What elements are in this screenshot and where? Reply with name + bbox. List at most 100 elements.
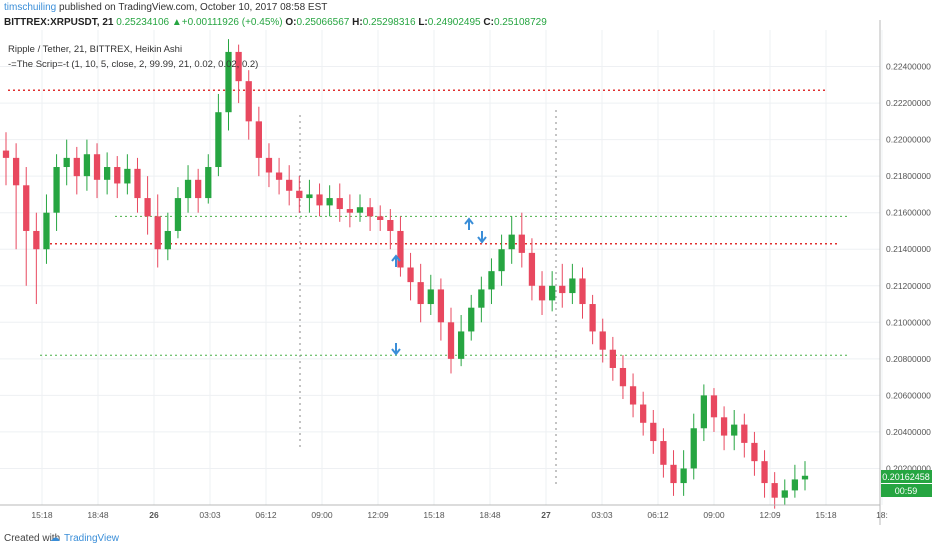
candle-body bbox=[255, 121, 262, 158]
candle-body bbox=[225, 51, 232, 113]
candle-body bbox=[599, 331, 606, 350]
candle-body bbox=[235, 51, 242, 82]
candle-body bbox=[680, 468, 687, 484]
time-axis[interactable]: 15:18 18:48 26 03:03 06:12 09:00 12:09 15:18 18:… bbox=[0, 504, 888, 520]
price-chart[interactable]: 0.22400000 0.22200000 0.22000000 0.21800000… bbox=[0, 0, 932, 528]
close-label: C: bbox=[483, 17, 494, 28]
y-tick-label: 0.21000000 bbox=[886, 317, 931, 327]
candle-body bbox=[397, 230, 404, 268]
series-legend[interactable]: Ripple / Tether, 21, BITTREX, Heikin Ash… bbox=[8, 44, 183, 55]
candle-body bbox=[498, 249, 505, 272]
vertical-markers bbox=[299, 110, 557, 485]
candle-body bbox=[114, 167, 121, 184]
footer: Created with ☁ TradingView bbox=[0, 528, 932, 550]
candle-body bbox=[447, 322, 455, 359]
candle-body bbox=[457, 331, 465, 359]
candle-body bbox=[275, 172, 283, 180]
candle-body bbox=[73, 157, 80, 177]
candle-body bbox=[265, 157, 273, 173]
x-tick-label: 15:18 bbox=[815, 510, 837, 520]
candle-body bbox=[195, 179, 202, 199]
indicator-legend[interactable]: -=The Scrip=-t (1, 10, 5, close, 2, 99.9… bbox=[8, 59, 259, 70]
x-tick-label: 15:18 bbox=[423, 510, 445, 520]
arrow-head bbox=[391, 348, 401, 356]
candle-body bbox=[670, 464, 677, 484]
candle-body bbox=[791, 479, 799, 491]
candle-body bbox=[215, 112, 222, 168]
candle-body bbox=[549, 285, 556, 301]
x-tick-label: 06:12 bbox=[255, 510, 277, 520]
candle-body bbox=[336, 198, 343, 210]
candle-body bbox=[640, 404, 647, 423]
x-tick-label: 26 bbox=[149, 510, 159, 520]
candle-body bbox=[366, 207, 374, 217]
candle-body bbox=[83, 154, 91, 177]
grid bbox=[0, 30, 883, 505]
candle-body bbox=[761, 461, 768, 484]
candle-body bbox=[387, 220, 394, 231]
candle-body bbox=[771, 483, 778, 498]
tradingview-cloud-icon: ☁ bbox=[50, 533, 60, 544]
candle-body bbox=[731, 424, 738, 436]
arrow-up-icon bbox=[464, 217, 474, 230]
candle-body bbox=[488, 271, 495, 290]
candle-body bbox=[356, 207, 364, 213]
signal-arrows bbox=[391, 217, 487, 356]
candle-body bbox=[781, 490, 788, 498]
candle-body bbox=[690, 428, 697, 469]
candle-body bbox=[427, 289, 434, 305]
candle-body bbox=[629, 386, 637, 405]
price-badge-bg bbox=[881, 470, 932, 483]
created-with-text: Created with bbox=[4, 533, 61, 544]
open-label: O: bbox=[285, 17, 297, 28]
candle-body bbox=[205, 167, 212, 199]
ohlc-line: BITTREX:XRPUSDT, 21 0.25234106 ▲+0.00111… bbox=[4, 17, 547, 28]
low-label: L: bbox=[418, 17, 428, 28]
candle-body bbox=[93, 154, 101, 180]
axis-badges: 0.20162458 00:59 bbox=[881, 470, 932, 497]
x-tick-label: 12:09 bbox=[759, 510, 781, 520]
candle-body bbox=[164, 230, 171, 250]
x-tick-label: 18:48 bbox=[479, 510, 501, 520]
candle-body bbox=[437, 289, 445, 323]
candle-body bbox=[609, 349, 616, 368]
candle-body bbox=[124, 168, 131, 184]
published-line: timschuiling published on TradingView.co… bbox=[4, 2, 327, 13]
arrow-up-icon bbox=[391, 254, 401, 267]
candle-body bbox=[144, 198, 151, 217]
candle-body bbox=[710, 395, 718, 418]
y-tick-label: 0.21400000 bbox=[886, 244, 931, 254]
symbol-label[interactable]: BITTREX:XRPUSDT, 21 bbox=[4, 17, 114, 28]
candle-body bbox=[589, 304, 596, 332]
candle-body bbox=[407, 267, 414, 283]
candle-body bbox=[538, 285, 546, 301]
tradingview-brand-link[interactable]: TradingView bbox=[64, 533, 120, 544]
candle-body bbox=[326, 198, 333, 206]
candle-body bbox=[43, 212, 50, 250]
y-tick-label: 0.22400000 bbox=[886, 62, 931, 72]
price-badge: 0.20162458 bbox=[882, 472, 930, 482]
horizontal-levels bbox=[8, 89, 850, 356]
candle-body bbox=[2, 150, 10, 158]
time-badge: 00:59 bbox=[895, 486, 918, 496]
candle-body bbox=[245, 81, 252, 122]
x-tick-label: 09:00 bbox=[311, 510, 333, 520]
candle-body bbox=[741, 424, 748, 443]
candle-body bbox=[316, 194, 323, 206]
candle-body bbox=[184, 179, 192, 199]
candle-body bbox=[33, 230, 40, 250]
x-tick-label: 27 bbox=[541, 510, 551, 520]
candle-body bbox=[660, 441, 667, 465]
y-tick-label: 0.22200000 bbox=[886, 98, 931, 108]
candle-body bbox=[53, 167, 60, 213]
candle-body bbox=[700, 395, 707, 429]
x-tick-label: 09:00 bbox=[703, 510, 725, 520]
x-tick-label: 03:03 bbox=[591, 510, 613, 520]
candle-body bbox=[518, 234, 525, 253]
price-axis[interactable]: 0.22400000 0.22200000 0.22000000 0.21800000… bbox=[879, 20, 931, 525]
arrow-head bbox=[464, 217, 474, 225]
arrow-down-icon bbox=[477, 231, 487, 244]
author-link[interactable]: timschuiling bbox=[4, 2, 57, 13]
close-value: 0.25108729 bbox=[493, 17, 547, 28]
up-triangle-icon: ▲ bbox=[171, 17, 182, 28]
